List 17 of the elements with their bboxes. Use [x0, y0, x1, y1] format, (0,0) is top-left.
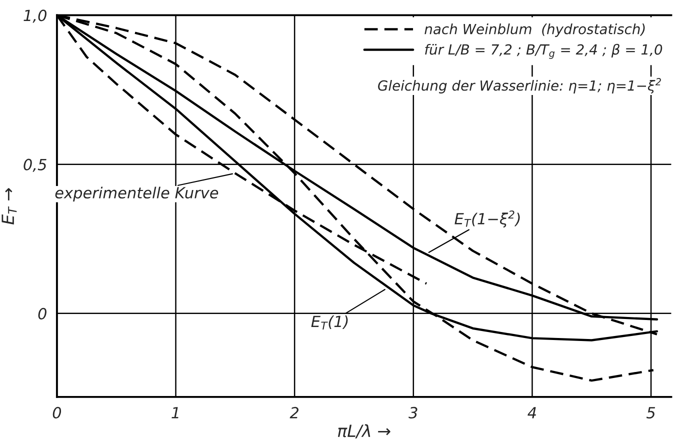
x-tick-label: 3: [408, 406, 418, 418]
y-tick-label: 0,5: [24, 158, 46, 172]
x-tick-label: 5: [646, 407, 656, 418]
x-tick-label: 4: [528, 407, 536, 418]
x-axis-title: πL/λ →: [338, 424, 390, 438]
x-tick-label: 0: [52, 406, 62, 418]
y-axis-title: E$_{T}$ →: [2, 188, 17, 224]
legend-label: für L/B = 7,2 ; B/T$_{g}$ = 2,4 ; β = 1,0: [425, 44, 662, 59]
annotation: Gleichung der Wasserlinie: η=1; η=1−ξ$^{2}$: [378, 78, 661, 94]
legend-label: nach Weinblum (hydrostatisch): [424, 24, 645, 37]
annotation: E$_{T}$(1): [311, 315, 348, 330]
y-tick-label: 1,0: [24, 10, 46, 23]
y-tick-label: 0: [38, 308, 46, 320]
annotation: experimentelle Kurve: [55, 186, 218, 202]
x-tick-label: 2: [290, 406, 298, 418]
annotation: E$_{T}$(1−ξ$^{2}$): [454, 210, 520, 228]
x-tick-label: 1: [172, 407, 178, 418]
